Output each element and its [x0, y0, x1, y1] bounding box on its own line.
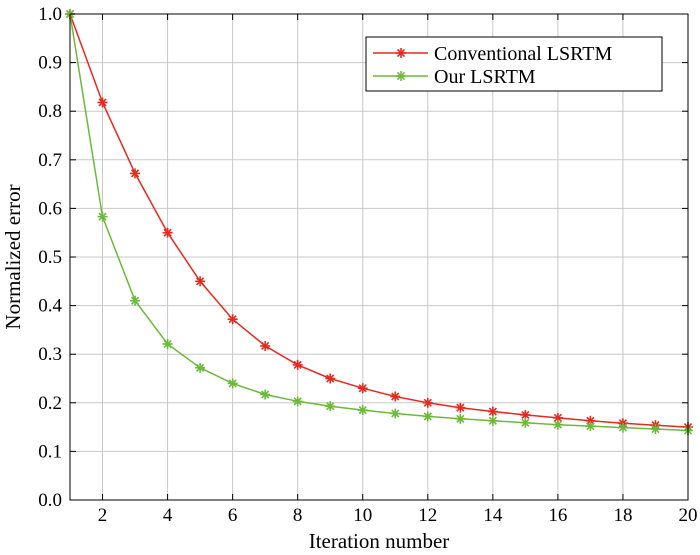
data-point-series-1	[292, 396, 303, 407]
data-point-series-0	[357, 383, 368, 394]
data-point-series-1	[195, 362, 206, 373]
data-point-series-1	[422, 411, 433, 422]
y-axis-label: Normalized error	[1, 184, 25, 329]
data-point-series-1	[650, 424, 661, 435]
y-tick-label: 0.0	[38, 490, 62, 511]
x-tick-label: 4	[163, 505, 173, 526]
legend-marker-conventional	[396, 48, 406, 58]
y-tick-label: 0.8	[38, 101, 62, 122]
data-point-series-0	[97, 97, 108, 108]
data-point-series-1	[520, 417, 531, 428]
data-point-series-0	[325, 373, 336, 384]
y-tick-label: 0.2	[38, 393, 62, 414]
data-point-series-0	[227, 314, 238, 325]
legend-box	[365, 36, 663, 92]
data-point-series-0	[130, 168, 141, 179]
x-tick-label: 16	[548, 505, 567, 526]
y-tick-label: 0.6	[38, 198, 62, 219]
data-point-series-0	[195, 276, 206, 287]
data-point-series-1	[487, 415, 498, 426]
data-point-series-0	[292, 359, 303, 370]
data-point-series-0	[260, 340, 271, 351]
data-point-series-1	[162, 338, 173, 349]
y-tick-label: 0.7	[38, 150, 62, 171]
x-tick-label: 12	[418, 505, 437, 526]
data-point-series-1	[357, 405, 368, 416]
data-point-series-0	[487, 406, 498, 417]
data-point-series-1	[260, 389, 271, 400]
series-line-0	[69, 13, 689, 428]
legend-label-ours: Our LSRTM	[434, 66, 536, 88]
legend-marker-ours	[396, 71, 406, 81]
x-tick-label: 8	[293, 505, 303, 526]
x-tick-label: 6	[228, 505, 238, 526]
data-point-series-1	[130, 295, 141, 306]
x-axis-label: Iteration number	[309, 529, 450, 553]
axis-ticks: 2 4 6 8 10 12 14 16 18 20 0.0 0.1 0.2 0.3 0.4 0.5 0.6 0.7…	[38, 4, 697, 526]
data-point-series-0	[390, 391, 401, 402]
legend: Conventional LSRTM Our LSRTM	[365, 36, 663, 92]
y-tick-label: 0.9	[38, 53, 62, 74]
y-tick-label: 1.0	[38, 4, 62, 25]
data-point-series-1	[227, 378, 238, 389]
y-tick-label: 0.5	[38, 247, 62, 268]
data-point-series-1	[97, 211, 108, 222]
data-point-series-0	[455, 402, 466, 413]
x-tick-label: 2	[98, 505, 108, 526]
data-point-series-1	[617, 422, 628, 433]
x-tick-label: 10	[353, 505, 372, 526]
y-tick-label: 0.1	[38, 441, 62, 462]
y-tick-label: 0.4	[38, 296, 62, 317]
x-tick-label: 18	[613, 505, 632, 526]
data-point-series-1	[585, 421, 596, 432]
y-tick-label: 0.3	[38, 344, 62, 365]
data-point-series-0	[162, 227, 173, 238]
data-point-series-1	[552, 419, 563, 430]
data-point-series-1	[455, 413, 466, 424]
legend-label-conventional: Conventional LSRTM	[434, 43, 612, 65]
data-point-series-0	[422, 397, 433, 408]
data-point-series-1	[325, 401, 336, 412]
data-point-series-1	[390, 408, 401, 419]
series-line-1	[69, 13, 689, 432]
x-tick-label: 20	[679, 505, 698, 526]
x-tick-label: 14	[483, 505, 503, 526]
